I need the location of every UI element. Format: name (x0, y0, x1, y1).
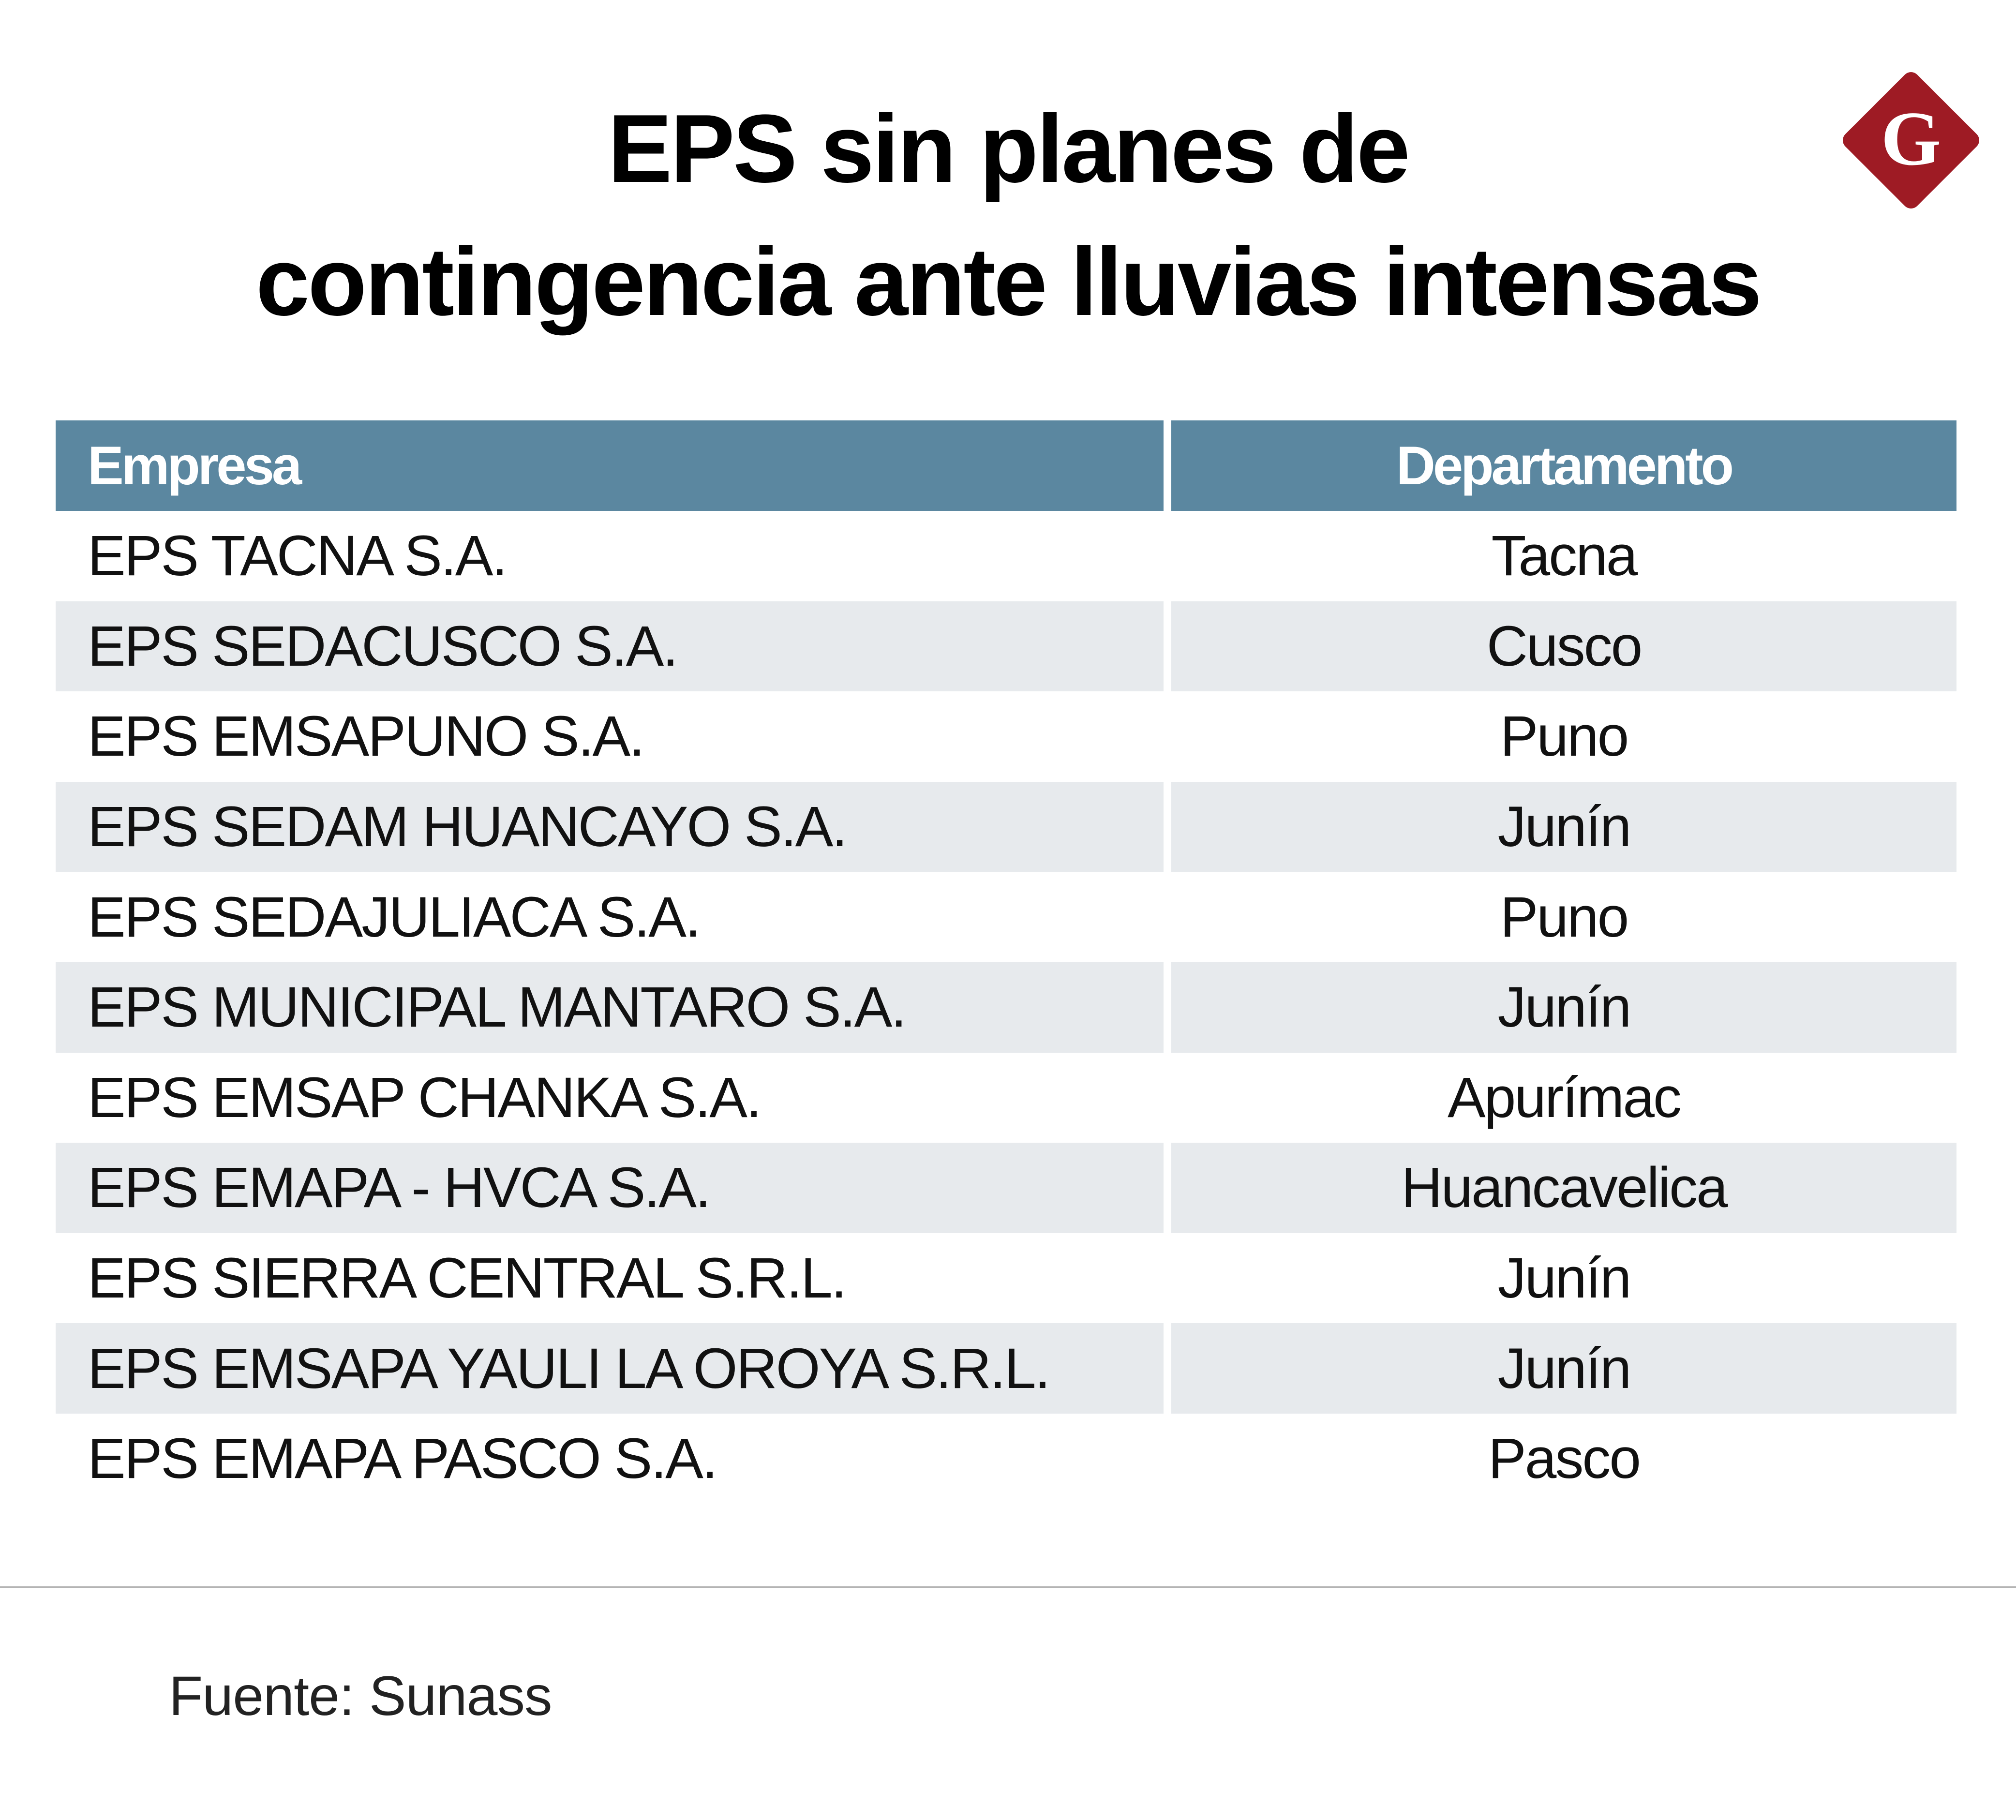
cell-departamento: Junín (1497, 1246, 1632, 1311)
cell-empresa: EPS MUNICIPAL MANTARO S.A. (56, 962, 1164, 1053)
cell-empresa: EPS SEDACUSCO S.A. (56, 601, 1164, 692)
title-line-1: EPS sin planes de (608, 95, 1410, 203)
cell-empresa: EPS EMSAPUNO S.A. (88, 704, 645, 769)
table-row: EPS MUNICIPAL MANTARO S.A. Junín (56, 962, 1956, 1053)
cell-empresa: EPS EMSAPA YAULI LA OROYA S.R.L. (56, 1323, 1164, 1414)
header-departamento: Departamento (1171, 420, 1956, 511)
cell-departamento: Junín (1171, 962, 1956, 1053)
cell-empresa: EPS SEDAM HUANCAYO S.A. (56, 781, 1164, 872)
svg-text:G: G (1881, 95, 1941, 181)
table-row: EPS EMSAPUNO S.A. Puno (56, 691, 1956, 782)
cell-departamento: Puno (1500, 885, 1629, 949)
cell-departamento: Junín (1171, 781, 1956, 872)
eps-table: Empresa Departamento EPS TACNA S.A. Tacna… (56, 420, 1956, 1504)
table-row: EPS SEDAJULIACA S.A. Puno (56, 872, 1956, 962)
table-header-row: Empresa Departamento (56, 420, 1956, 511)
table-row: EPS SEDACUSCO S.A. Cusco (56, 601, 1956, 692)
title-line-2: contingencia ante lluvias intensas (255, 228, 1762, 336)
table-row: EPS EMSAPA YAULI LA OROYA S.R.L. Junín (56, 1323, 1956, 1414)
cell-departamento: Puno (1500, 704, 1629, 769)
page-title: EPS sin planes de contingencia ante lluv… (0, 82, 2016, 348)
cell-departamento: Huancavelica (1171, 1143, 1956, 1233)
table-row: EPS EMAPA PASCO S.A. Pasco (56, 1414, 1956, 1504)
table-row: EPS EMAPA - HVCA S.A. Huancavelica (56, 1143, 1956, 1233)
table-row: EPS TACNA S.A. Tacna (56, 511, 1956, 601)
cell-departamento: Cusco (1171, 601, 1956, 692)
table-row: EPS SEDAM HUANCAYO S.A. Junín (56, 781, 1956, 872)
cell-empresa: EPS TACNA S.A. (88, 524, 508, 588)
cell-empresa: EPS EMAPA PASCO S.A. (88, 1427, 718, 1491)
cell-empresa: EPS EMSAP CHANKA S.A. (88, 1065, 762, 1130)
cell-departamento: Apurímac (1448, 1065, 1682, 1130)
cell-empresa: EPS EMAPA - HVCA S.A. (56, 1143, 1164, 1233)
cell-departamento: Junín (1171, 1323, 1956, 1414)
cell-empresa: EPS SEDAJULIACA S.A. (88, 885, 701, 949)
gestion-logo-icon: G (1842, 72, 1980, 209)
cell-empresa: EPS SIERRA CENTRAL S.R.L. (88, 1246, 847, 1311)
table-row: EPS SIERRA CENTRAL S.R.L. Junín (56, 1233, 1956, 1324)
table-row: EPS EMSAP CHANKA S.A. Apurímac (56, 1053, 1956, 1143)
cell-departamento: Tacna (1491, 524, 1638, 588)
header-empresa: Empresa (56, 420, 1164, 511)
cell-departamento: Pasco (1488, 1427, 1641, 1491)
source-note: Fuente: Sunass (169, 1665, 553, 1727)
footer-divider (0, 1586, 2016, 1588)
